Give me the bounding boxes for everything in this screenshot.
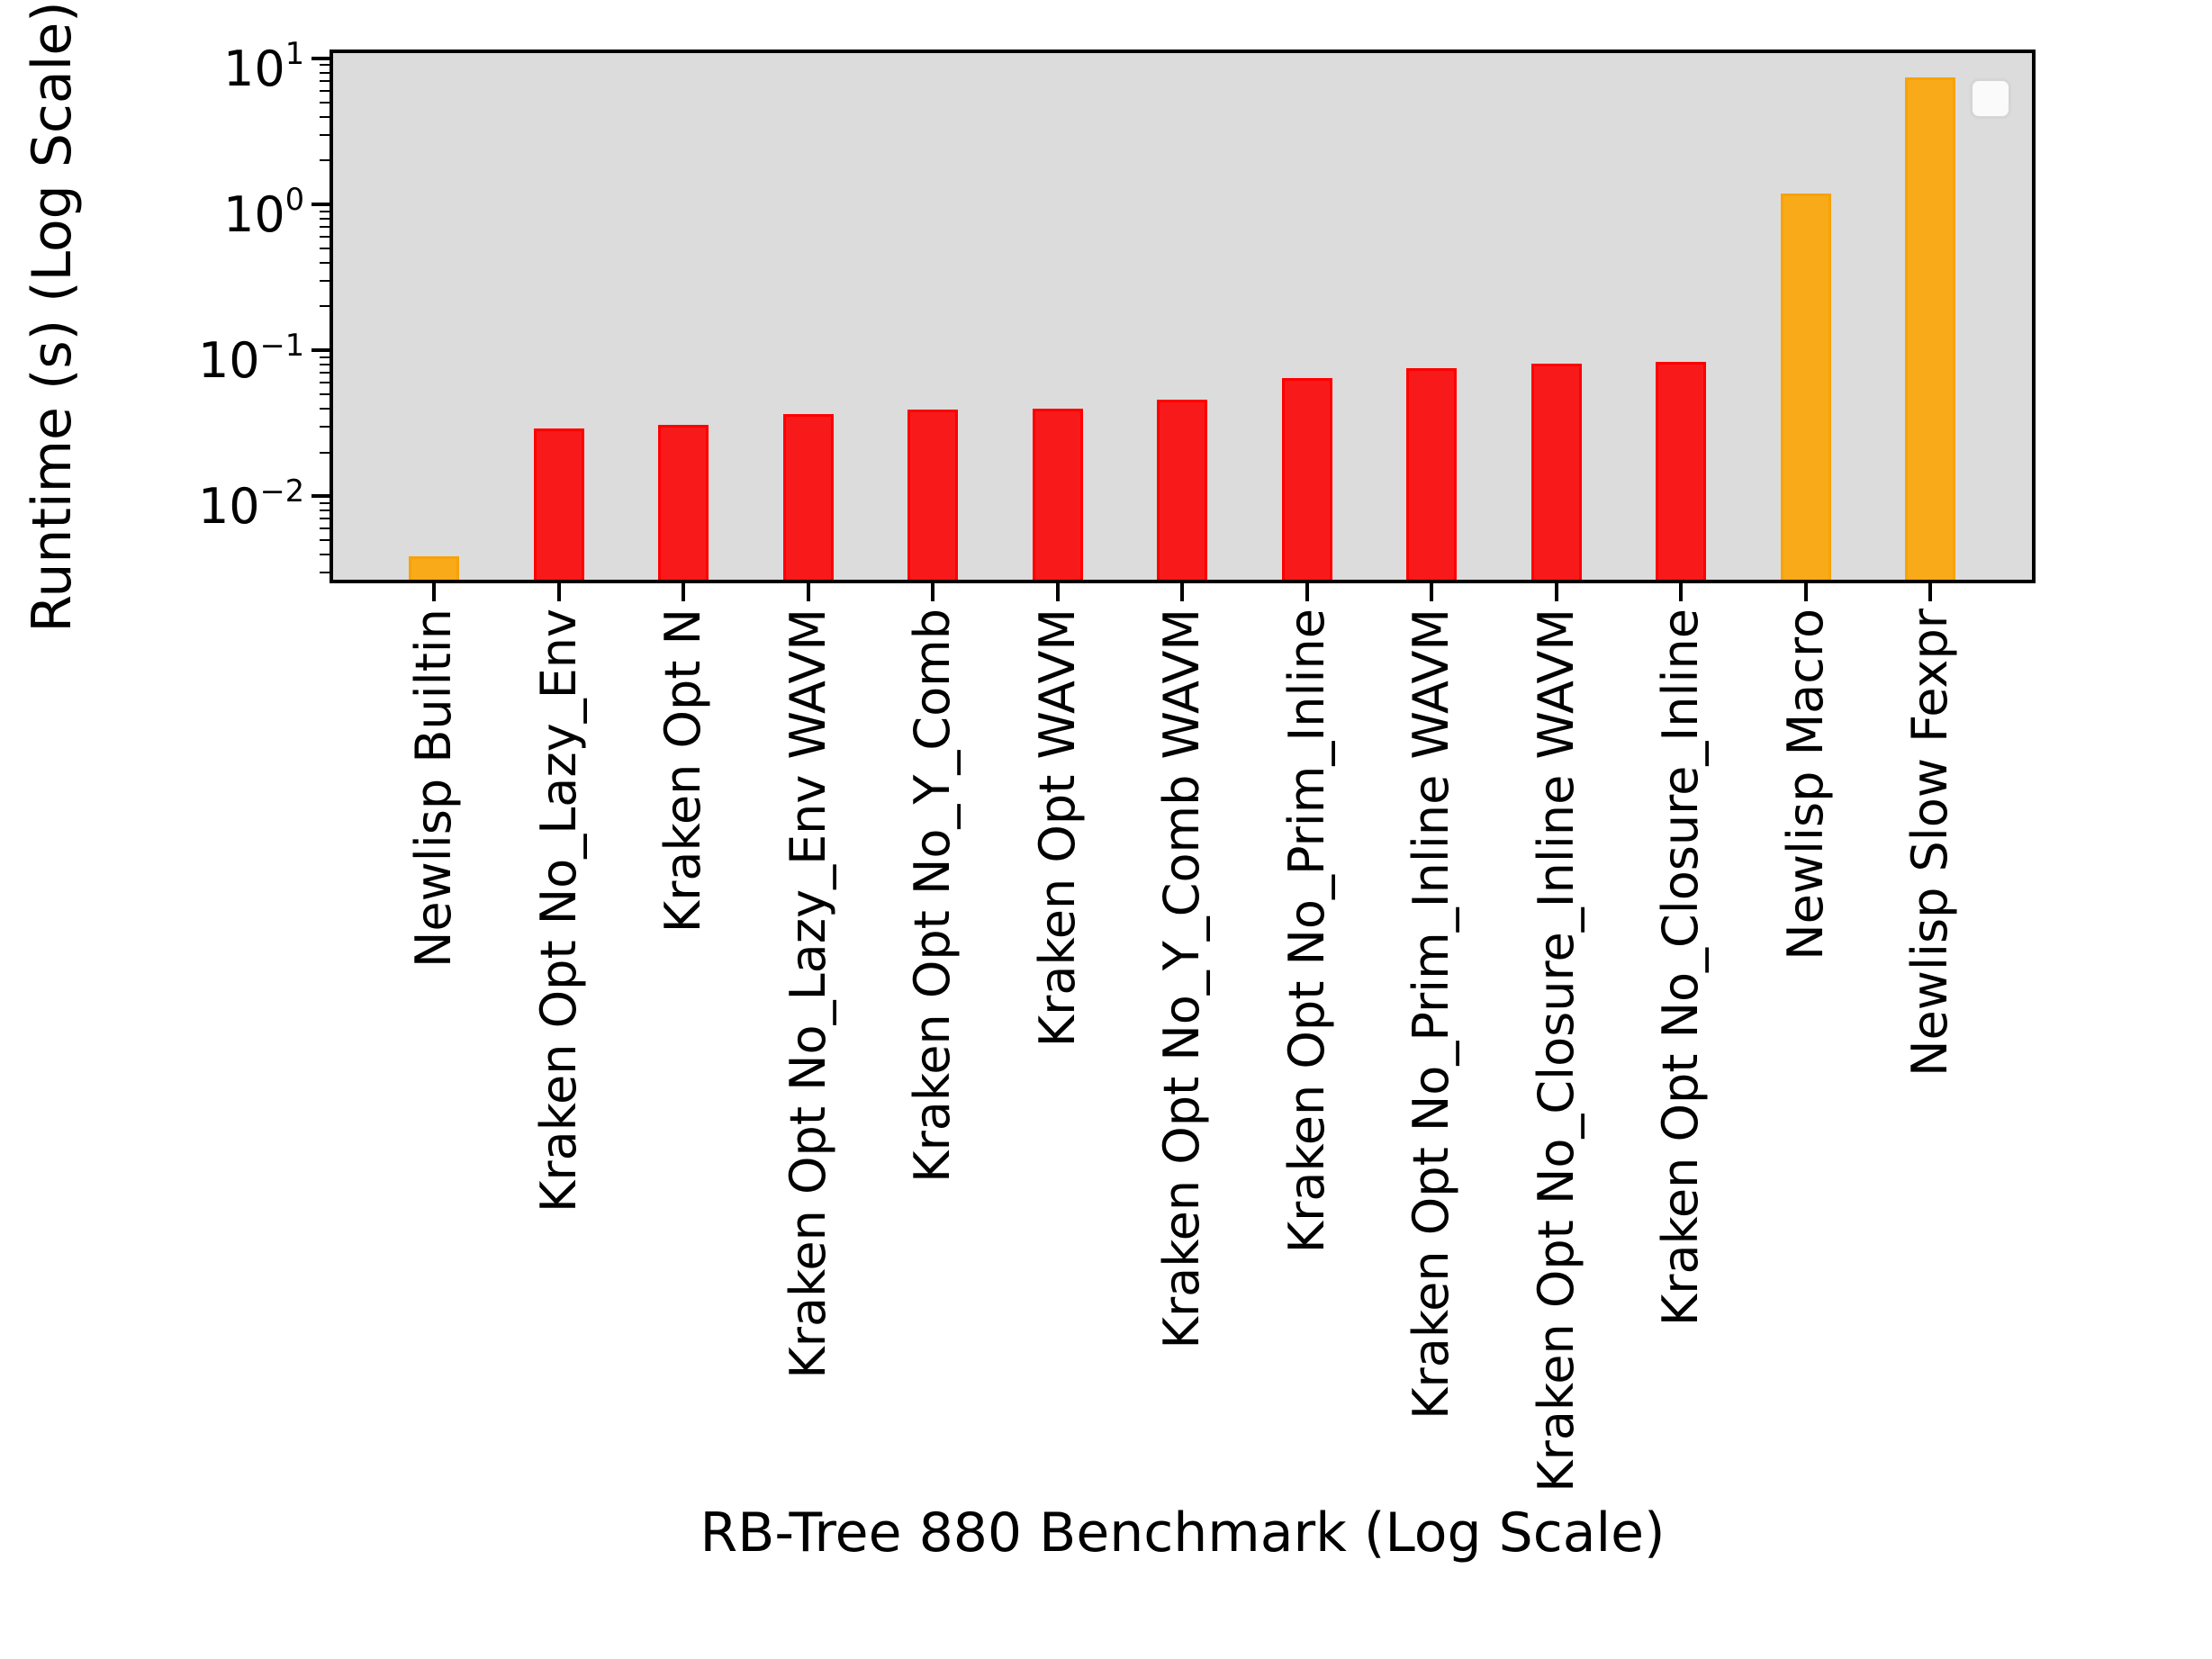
x-tick [806,583,810,601]
y-tick-label: 101 [222,35,304,97]
x-tick-label: Kraken Opt No_Lazy_Env [529,609,587,1213]
y-minor-tick [320,518,330,520]
x-tick-label: Newlisp Slow Fexpr [1901,609,1958,1077]
x-tick [1803,583,1808,601]
bar-kraken-opt-no-lazy-env-wavm [782,413,834,580]
y-minor-tick [320,236,330,239]
y-minor-tick [320,101,330,104]
y-minor-tick [320,279,330,282]
x-tick-label: Kraken Opt No_Prim_Inline WAVM [1403,609,1459,1420]
y-minor-tick [320,226,330,229]
bar-kraken-opt-no-closure-inline [1656,361,1706,580]
bar-kraken-opt-n [658,425,709,580]
x-tick-label: Kraken Opt No_Closure_Inline WAVM [1527,609,1585,1492]
y-minor-tick [320,89,330,92]
x-tick [1055,583,1060,601]
x-tick [1180,583,1184,601]
x-tick [682,583,685,601]
y-tick-label: 100 [222,182,304,244]
y-minor-tick [320,210,330,212]
bar-kraken-opt-no-y-comb-wavm [1157,400,1207,580]
bar-newlisp-slow-fexpr [1905,77,1955,580]
x-tick [556,583,561,601]
x-tick [1928,583,1932,601]
y-tick-label: 10−1 [197,328,304,390]
y-minor-tick [320,247,330,249]
y-minor-tick [320,509,330,511]
y-minor-tick [320,451,330,454]
y-minor-tick [320,356,330,358]
y-minor-tick [320,372,330,374]
bar-kraken-opt-wavm [1032,408,1083,580]
x-tick-label: Kraken Opt No_Y_Comb [904,609,961,1183]
x-tick [1305,583,1309,601]
y-major-tick [311,203,330,207]
y-minor-tick [320,64,330,67]
y-minor-tick [320,425,330,428]
y-minor-tick [320,71,330,74]
x-axis-label: RB-Tree 880 Benchmark (Log Scale) [700,1501,1666,1564]
y-major-tick [311,348,330,353]
bar-kraken-opt-no-lazy-env [533,428,584,580]
legend-box [1970,78,2011,119]
x-tick [1554,583,1558,601]
y-axis-label: Runtime (s) (Log Scale) [21,0,84,633]
bar-kraken-opt-no-y-comb [907,410,958,580]
y-minor-tick [320,392,330,395]
y-minor-tick [320,115,330,118]
y-minor-tick [320,159,330,162]
y-minor-tick [320,382,330,384]
x-tick-label: Kraken Opt No_Closure_Inline [1652,609,1709,1327]
x-tick [931,583,934,601]
x-tick-label: Newlisp Builtin [405,609,462,969]
y-tick-label: 10−2 [197,473,304,536]
y-minor-tick [320,501,330,504]
x-tick-label: Kraken Opt WAVM [1028,609,1086,1048]
x-tick-label: Kraken Opt No_Lazy_Env WAVM [779,609,836,1379]
x-tick [432,583,436,601]
x-tick [1430,583,1433,601]
y-minor-tick [320,553,330,555]
y-minor-tick [320,407,330,410]
bar-newlisp-macro [1780,193,1831,580]
x-tick-label: Newlisp Macro [1776,609,1834,960]
y-minor-tick [320,261,330,264]
y-minor-tick [320,217,330,220]
y-minor-tick [320,80,330,83]
bar-kraken-opt-no-prim-inline-wavm [1406,368,1457,580]
x-tick-label: Kraken Opt No_Y_Comb WAVM [1153,609,1210,1349]
bar-kraken-opt-no-prim-inline [1281,377,1332,580]
y-major-tick [311,57,330,60]
bar-newlisp-builtin [409,555,459,580]
x-tick-label: Kraken Opt N [655,609,711,933]
y-major-tick [311,494,330,499]
x-tick [1679,583,1683,601]
y-minor-tick [320,133,330,136]
bar-kraken-opt-no-closure-inline-wavm [1530,364,1582,580]
y-minor-tick [320,572,330,574]
y-minor-tick [320,305,330,308]
y-minor-tick [320,363,330,365]
x-tick-label: Kraken Opt No_Prim_Inline [1278,609,1335,1254]
y-minor-tick [320,527,330,530]
y-minor-tick [320,539,330,542]
